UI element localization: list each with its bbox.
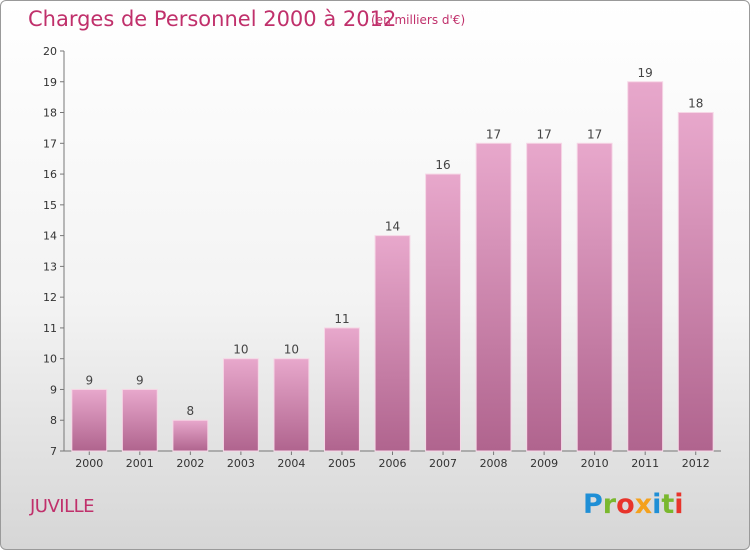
bar-2008[interactable] xyxy=(475,142,512,452)
bar-2004[interactable] xyxy=(273,358,310,452)
y-tick-label: 14 xyxy=(43,230,57,243)
chart-axes: 7 8 9 10 11 12 13 14 15 16 17 18 19 20 2000 2001 2002 200… xyxy=(43,45,721,470)
x-tick-label: 2001 xyxy=(126,457,154,470)
data-label: 8 xyxy=(187,404,195,418)
y-tick-label: 18 xyxy=(43,107,57,120)
x-tick-label: 2006 xyxy=(379,457,407,470)
y-tick-label: 12 xyxy=(43,291,57,304)
x-tick-label: 2011 xyxy=(631,457,659,470)
y-tick-label: 10 xyxy=(43,353,57,366)
y-tick-label: 9 xyxy=(50,383,57,396)
x-tick-label: 2004 xyxy=(277,457,305,470)
bar-2000[interactable] xyxy=(71,388,108,452)
x-tick-label: 2003 xyxy=(227,457,255,470)
chart-labels: 9 9 8 10 10 11 14 16 17 17 17 19 18 xyxy=(85,66,703,418)
x-tick-label: 2002 xyxy=(176,457,204,470)
data-label: 17 xyxy=(486,127,501,141)
y-tick-label: 17 xyxy=(43,137,57,150)
x-tick-label: 2008 xyxy=(480,457,508,470)
chart-title: Charges de Personnel 2000 à 2012 xyxy=(28,7,397,31)
bar-2003[interactable] xyxy=(222,358,259,452)
bar-2002[interactable] xyxy=(172,419,209,452)
x-tick-label: 2007 xyxy=(429,457,457,470)
data-label: 11 xyxy=(334,312,349,326)
logo-letter: x xyxy=(634,489,653,520)
bar-2006[interactable] xyxy=(374,235,411,452)
y-tick-label: 11 xyxy=(43,322,57,335)
y-tick-label: 7 xyxy=(50,445,57,458)
logo-letter: o xyxy=(616,489,635,520)
logo-letter: i xyxy=(652,489,662,520)
data-label: 17 xyxy=(536,127,551,141)
bar-2010[interactable] xyxy=(576,142,613,452)
x-tick-label: 2005 xyxy=(328,457,356,470)
x-tick-label: 2009 xyxy=(530,457,558,470)
data-label: 10 xyxy=(233,343,248,357)
chart-bars xyxy=(71,81,714,452)
chart-subtitle: (en milliers d'€) xyxy=(371,13,466,27)
data-label: 9 xyxy=(136,373,144,387)
commune-name: JUVILLE xyxy=(30,496,95,517)
bar-2007[interactable] xyxy=(425,173,461,452)
logo-letter: i xyxy=(674,489,684,520)
bar-2009[interactable] xyxy=(526,142,563,452)
y-tick-label: 19 xyxy=(43,76,57,89)
data-label: 18 xyxy=(688,97,703,111)
y-tick-label: 16 xyxy=(43,168,57,181)
bar-2012[interactable] xyxy=(677,112,714,452)
y-tick-label: 8 xyxy=(50,414,57,427)
data-label: 16 xyxy=(435,158,450,172)
data-label: 10 xyxy=(284,343,299,357)
bar-2005[interactable] xyxy=(324,327,360,452)
logo-letter: P xyxy=(583,489,603,520)
data-label: 17 xyxy=(587,127,602,141)
proxiti-logo[interactable]: Proxiti xyxy=(583,489,684,520)
bar-2011[interactable] xyxy=(627,81,664,452)
x-tick-label: 2010 xyxy=(581,457,609,470)
logo-letter: t xyxy=(661,489,675,520)
data-label: 9 xyxy=(85,373,93,387)
y-tick-label: 15 xyxy=(43,199,57,212)
y-tick-label: 20 xyxy=(43,45,57,58)
x-tick-label: 2012 xyxy=(682,457,710,470)
data-label: 19 xyxy=(638,66,653,80)
x-tick-label: 2000 xyxy=(75,457,103,470)
logo-letter: r xyxy=(602,489,617,520)
bar-2001[interactable] xyxy=(121,388,158,452)
y-tick-label: 13 xyxy=(43,260,57,273)
data-label: 14 xyxy=(385,220,400,234)
